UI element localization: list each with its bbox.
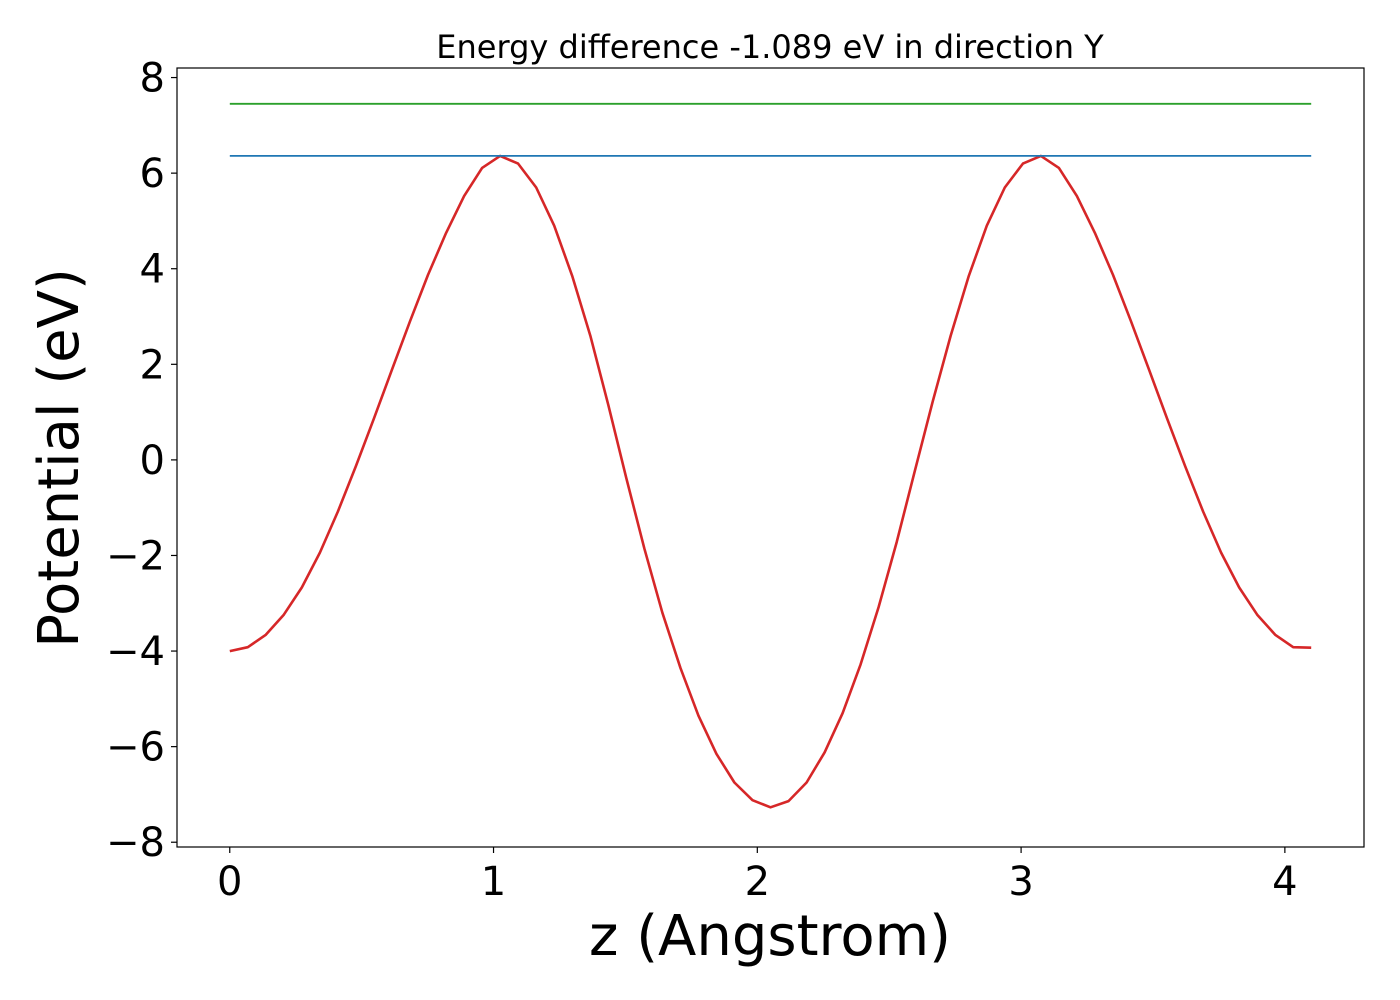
y-tick-label: 2 <box>140 342 165 388</box>
y-tick-label: 4 <box>140 247 165 293</box>
x-axis-label: z (Angstrom) <box>589 904 951 969</box>
plot-area <box>229 102 1312 809</box>
y-tick-label: −8 <box>106 820 165 866</box>
x-tick-label: 0 <box>217 859 242 905</box>
y-tick-label: −4 <box>106 629 165 675</box>
plot-frame <box>176 67 1365 848</box>
chart-title: Energy difference -1.089 eV in direction… <box>436 28 1104 66</box>
x-tick-label: 3 <box>1008 859 1033 905</box>
y-tick-label: −6 <box>106 725 165 771</box>
x-tick-label: 2 <box>745 859 770 905</box>
x-tick-label: 4 <box>1272 859 1297 905</box>
y-axis: −8 −6 −4 −2 0 2 4 6 8 <box>106 56 177 866</box>
y-axis-label: Potential (eV) <box>27 268 92 648</box>
series-line-potential <box>229 154 1312 809</box>
x-axis: 0 1 2 3 4 <box>217 847 1298 905</box>
y-tick-label: 0 <box>140 438 165 484</box>
x-tick-label: 1 <box>481 859 506 905</box>
y-tick-label: 8 <box>140 56 165 102</box>
y-tick-label: −2 <box>106 533 165 579</box>
y-tick-label: 6 <box>140 151 165 197</box>
